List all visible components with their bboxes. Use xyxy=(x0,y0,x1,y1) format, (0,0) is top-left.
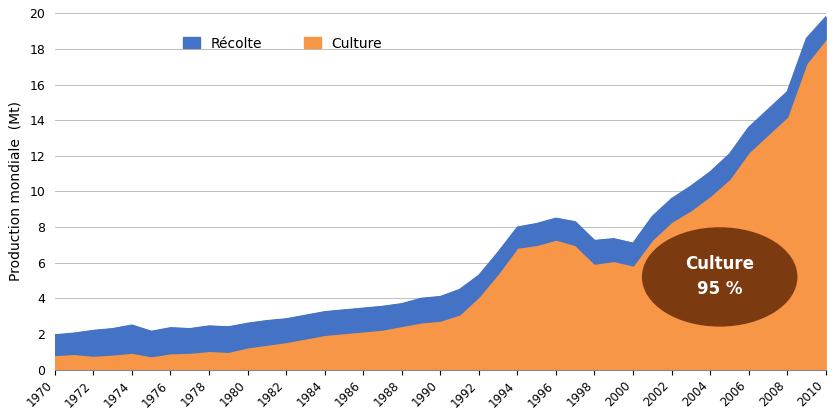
Y-axis label: Production mondiale  (Mt): Production mondiale (Mt) xyxy=(8,102,23,281)
Text: Culture
95 %: Culture 95 % xyxy=(686,255,754,298)
Legend: Récolte, Culture: Récolte, Culture xyxy=(178,31,388,56)
Ellipse shape xyxy=(643,228,796,326)
